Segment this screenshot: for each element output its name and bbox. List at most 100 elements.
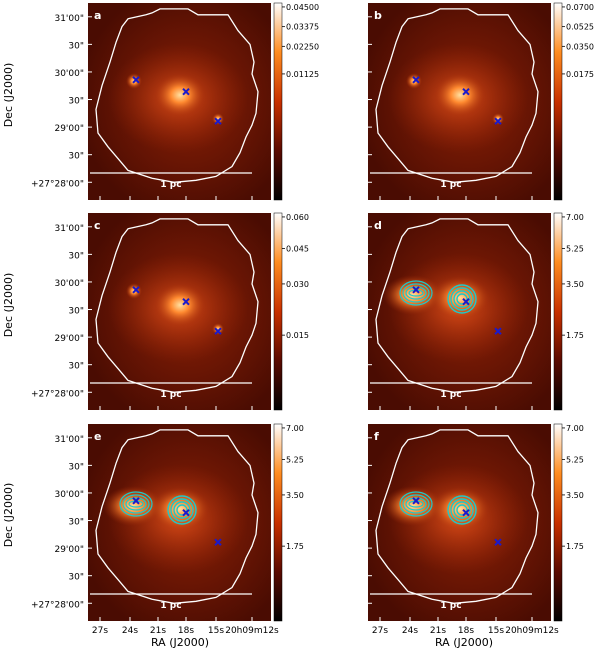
colorbar-tick-label: 0.0175 xyxy=(566,70,594,79)
contour-line xyxy=(170,498,194,522)
colorbar xyxy=(273,212,283,411)
emission-blob xyxy=(154,283,206,327)
contour-line xyxy=(447,284,477,314)
colorbar xyxy=(273,423,283,622)
colorbar xyxy=(553,423,563,622)
region-outline xyxy=(95,8,259,183)
panel-c: 1 pc c 31'00" 30" 30'00" 30" 29'00" 30" +27°28'0… xyxy=(31,212,309,411)
contour-line xyxy=(399,491,433,517)
panel-b: 1 pc b 0.0700 0.0525 0.0350 0.0175 xyxy=(368,2,594,201)
source-marker xyxy=(182,297,190,306)
contour-line xyxy=(176,504,188,516)
panel-e: 1 pc e 31'00" 30" 30'00" 30" 29'00" 30" +27°28'0… xyxy=(31,423,304,636)
colorbar-tick-label: 5.25 xyxy=(566,455,584,464)
source-marker xyxy=(182,508,190,517)
contour-line xyxy=(450,287,474,311)
dec-tick-label: 30" xyxy=(68,251,84,261)
ra-tick-label: 27s xyxy=(92,626,108,636)
scale-bar-label: 1 pc xyxy=(160,601,181,611)
contour-line xyxy=(173,501,191,519)
colorbar-tick-label: 0.045 xyxy=(286,244,309,253)
emission-blob xyxy=(212,113,224,125)
panel-letter: d xyxy=(374,219,382,232)
emission-blob xyxy=(154,73,206,117)
source-marker xyxy=(182,87,190,96)
contour-line xyxy=(453,290,471,308)
source-marker xyxy=(214,327,222,335)
colorbar-tick-label: 3.50 xyxy=(286,491,304,500)
colorbar-tick-label: 3.50 xyxy=(566,491,584,500)
dec-tick-label: 30" xyxy=(68,573,84,583)
ra-tick-label: 21s xyxy=(430,626,446,636)
colorbar-tick-label: 0.0350 xyxy=(566,42,594,51)
dec-tick-label: 30" xyxy=(68,97,84,107)
contour-line xyxy=(450,498,474,522)
colorbar-tick-label: 0.060 xyxy=(286,213,309,222)
region-outline xyxy=(95,218,259,393)
contour-line xyxy=(399,280,433,306)
colorbar-tick-label: 0.015 xyxy=(286,331,309,340)
dec-tick-label: +27°28'00" xyxy=(31,389,84,399)
dec-tick-label: 30" xyxy=(68,307,84,317)
source-marker xyxy=(214,117,222,125)
region-outline xyxy=(375,8,539,183)
ra-tick-label: 15s xyxy=(208,626,224,636)
colorbar-tick-label: 5.25 xyxy=(286,455,304,464)
dec-tick-label: 30'00" xyxy=(54,279,84,289)
panel-f: 1 pc f 27s 24s 21s 18s 15s 20h09m12s 7.00 5.25 3.5… xyxy=(368,423,584,636)
ra-tick-label: 24s xyxy=(122,626,138,636)
ra-tick-label: 20h09m12s xyxy=(505,626,559,636)
panel-letter: b xyxy=(374,9,382,22)
contour-line xyxy=(453,501,471,519)
contour-line xyxy=(456,293,468,305)
panel-letter: f xyxy=(374,430,379,443)
region-outline xyxy=(375,429,539,604)
source-marker xyxy=(132,76,140,84)
colorbar-tick-label: 1.75 xyxy=(286,542,304,551)
dec-tick-label: 30" xyxy=(68,362,84,372)
source-marker xyxy=(412,76,420,84)
scale-bar-label: 1 pc xyxy=(160,390,181,400)
contour-line xyxy=(405,286,427,300)
colorbar-tick-label: 7.00 xyxy=(566,424,584,433)
x-axis-label-left: RA (J2000) xyxy=(151,636,209,649)
dec-tick-label: 31'00" xyxy=(54,224,84,234)
panel-d: 1 pc d 7.00 5.25 3.50 1.75 xyxy=(368,212,584,411)
ra-tick-label: 20h09m12s xyxy=(225,626,279,636)
panel-letter: e xyxy=(94,430,101,443)
source-marker xyxy=(462,508,470,517)
ra-tick-label: 27s xyxy=(372,626,388,636)
dec-tick-label: 29'00" xyxy=(54,334,84,344)
scale-bar-label: 1 pc xyxy=(160,180,181,190)
source-marker xyxy=(494,327,502,335)
colorbar-tick-label: 1.75 xyxy=(566,542,584,551)
dec-tick-label: 29'00" xyxy=(54,545,84,555)
colorbar-tick-label: 0.04500 xyxy=(286,3,319,12)
source-marker xyxy=(412,497,420,505)
source-marker xyxy=(132,497,140,505)
dec-tick-label: 31'00" xyxy=(54,14,84,24)
colorbar xyxy=(553,2,563,201)
y-axis-label-bottom: Dec (J2000) xyxy=(2,483,15,548)
y-axis-label-top: Dec (J2000) xyxy=(2,63,15,128)
panel-letter: c xyxy=(94,219,101,232)
ra-tick-label: 24s xyxy=(402,626,418,636)
contour-line xyxy=(402,283,430,303)
source-marker xyxy=(494,538,502,546)
source-marker xyxy=(132,286,140,294)
colorbar xyxy=(553,212,563,411)
dec-tick-label: 30'00" xyxy=(54,490,84,500)
contour-line xyxy=(405,497,427,511)
scale-bar-label: 1 pc xyxy=(440,601,461,611)
colorbar-tick-label: 3.50 xyxy=(566,280,584,289)
colorbar-tick-label: 0.01125 xyxy=(286,70,319,79)
dec-tick-label: 30" xyxy=(68,462,84,472)
dec-tick-label: +27°28'00" xyxy=(31,179,84,189)
dec-tick-label: 30" xyxy=(68,41,84,51)
colorbar-tick-label: 0.02250 xyxy=(286,42,319,51)
region-outline xyxy=(95,429,259,604)
colorbar-tick-label: 0.030 xyxy=(286,280,309,289)
panel-letter: a xyxy=(94,9,101,22)
contour-line xyxy=(122,494,150,514)
dec-tick-label: 30" xyxy=(68,518,84,528)
